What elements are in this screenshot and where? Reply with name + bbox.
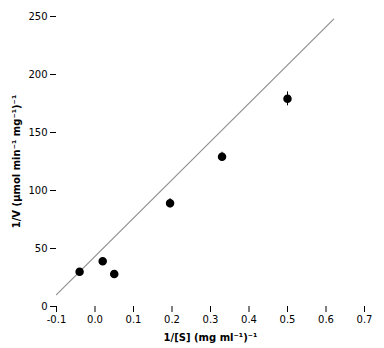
svg-text:1/V (μmol min⁻¹ mg⁻¹)⁻¹: 1/V (μmol min⁻¹ mg⁻¹)⁻¹ [11,95,22,229]
svg-text:0.7: 0.7 [357,314,373,325]
svg-text:200: 200 [28,69,47,80]
svg-text:-0.1: -0.1 [47,314,67,325]
svg-text:0: 0 [41,301,47,312]
svg-text:1/[S] (mg ml⁻¹)⁻¹: 1/[S] (mg ml⁻¹)⁻¹ [164,332,258,343]
svg-text:0.4: 0.4 [241,314,257,325]
svg-text:250: 250 [28,11,47,22]
svg-text:100: 100 [28,185,47,196]
svg-text:0.3: 0.3 [203,314,219,325]
svg-text:0.1: 0.1 [126,314,142,325]
svg-text:150: 150 [28,127,47,138]
svg-text:0.6: 0.6 [318,314,334,325]
svg-text:0.0: 0.0 [87,314,103,325]
svg-text:50: 50 [35,243,48,254]
svg-text:0.5: 0.5 [280,314,296,325]
svg-text:0.2: 0.2 [164,314,180,325]
